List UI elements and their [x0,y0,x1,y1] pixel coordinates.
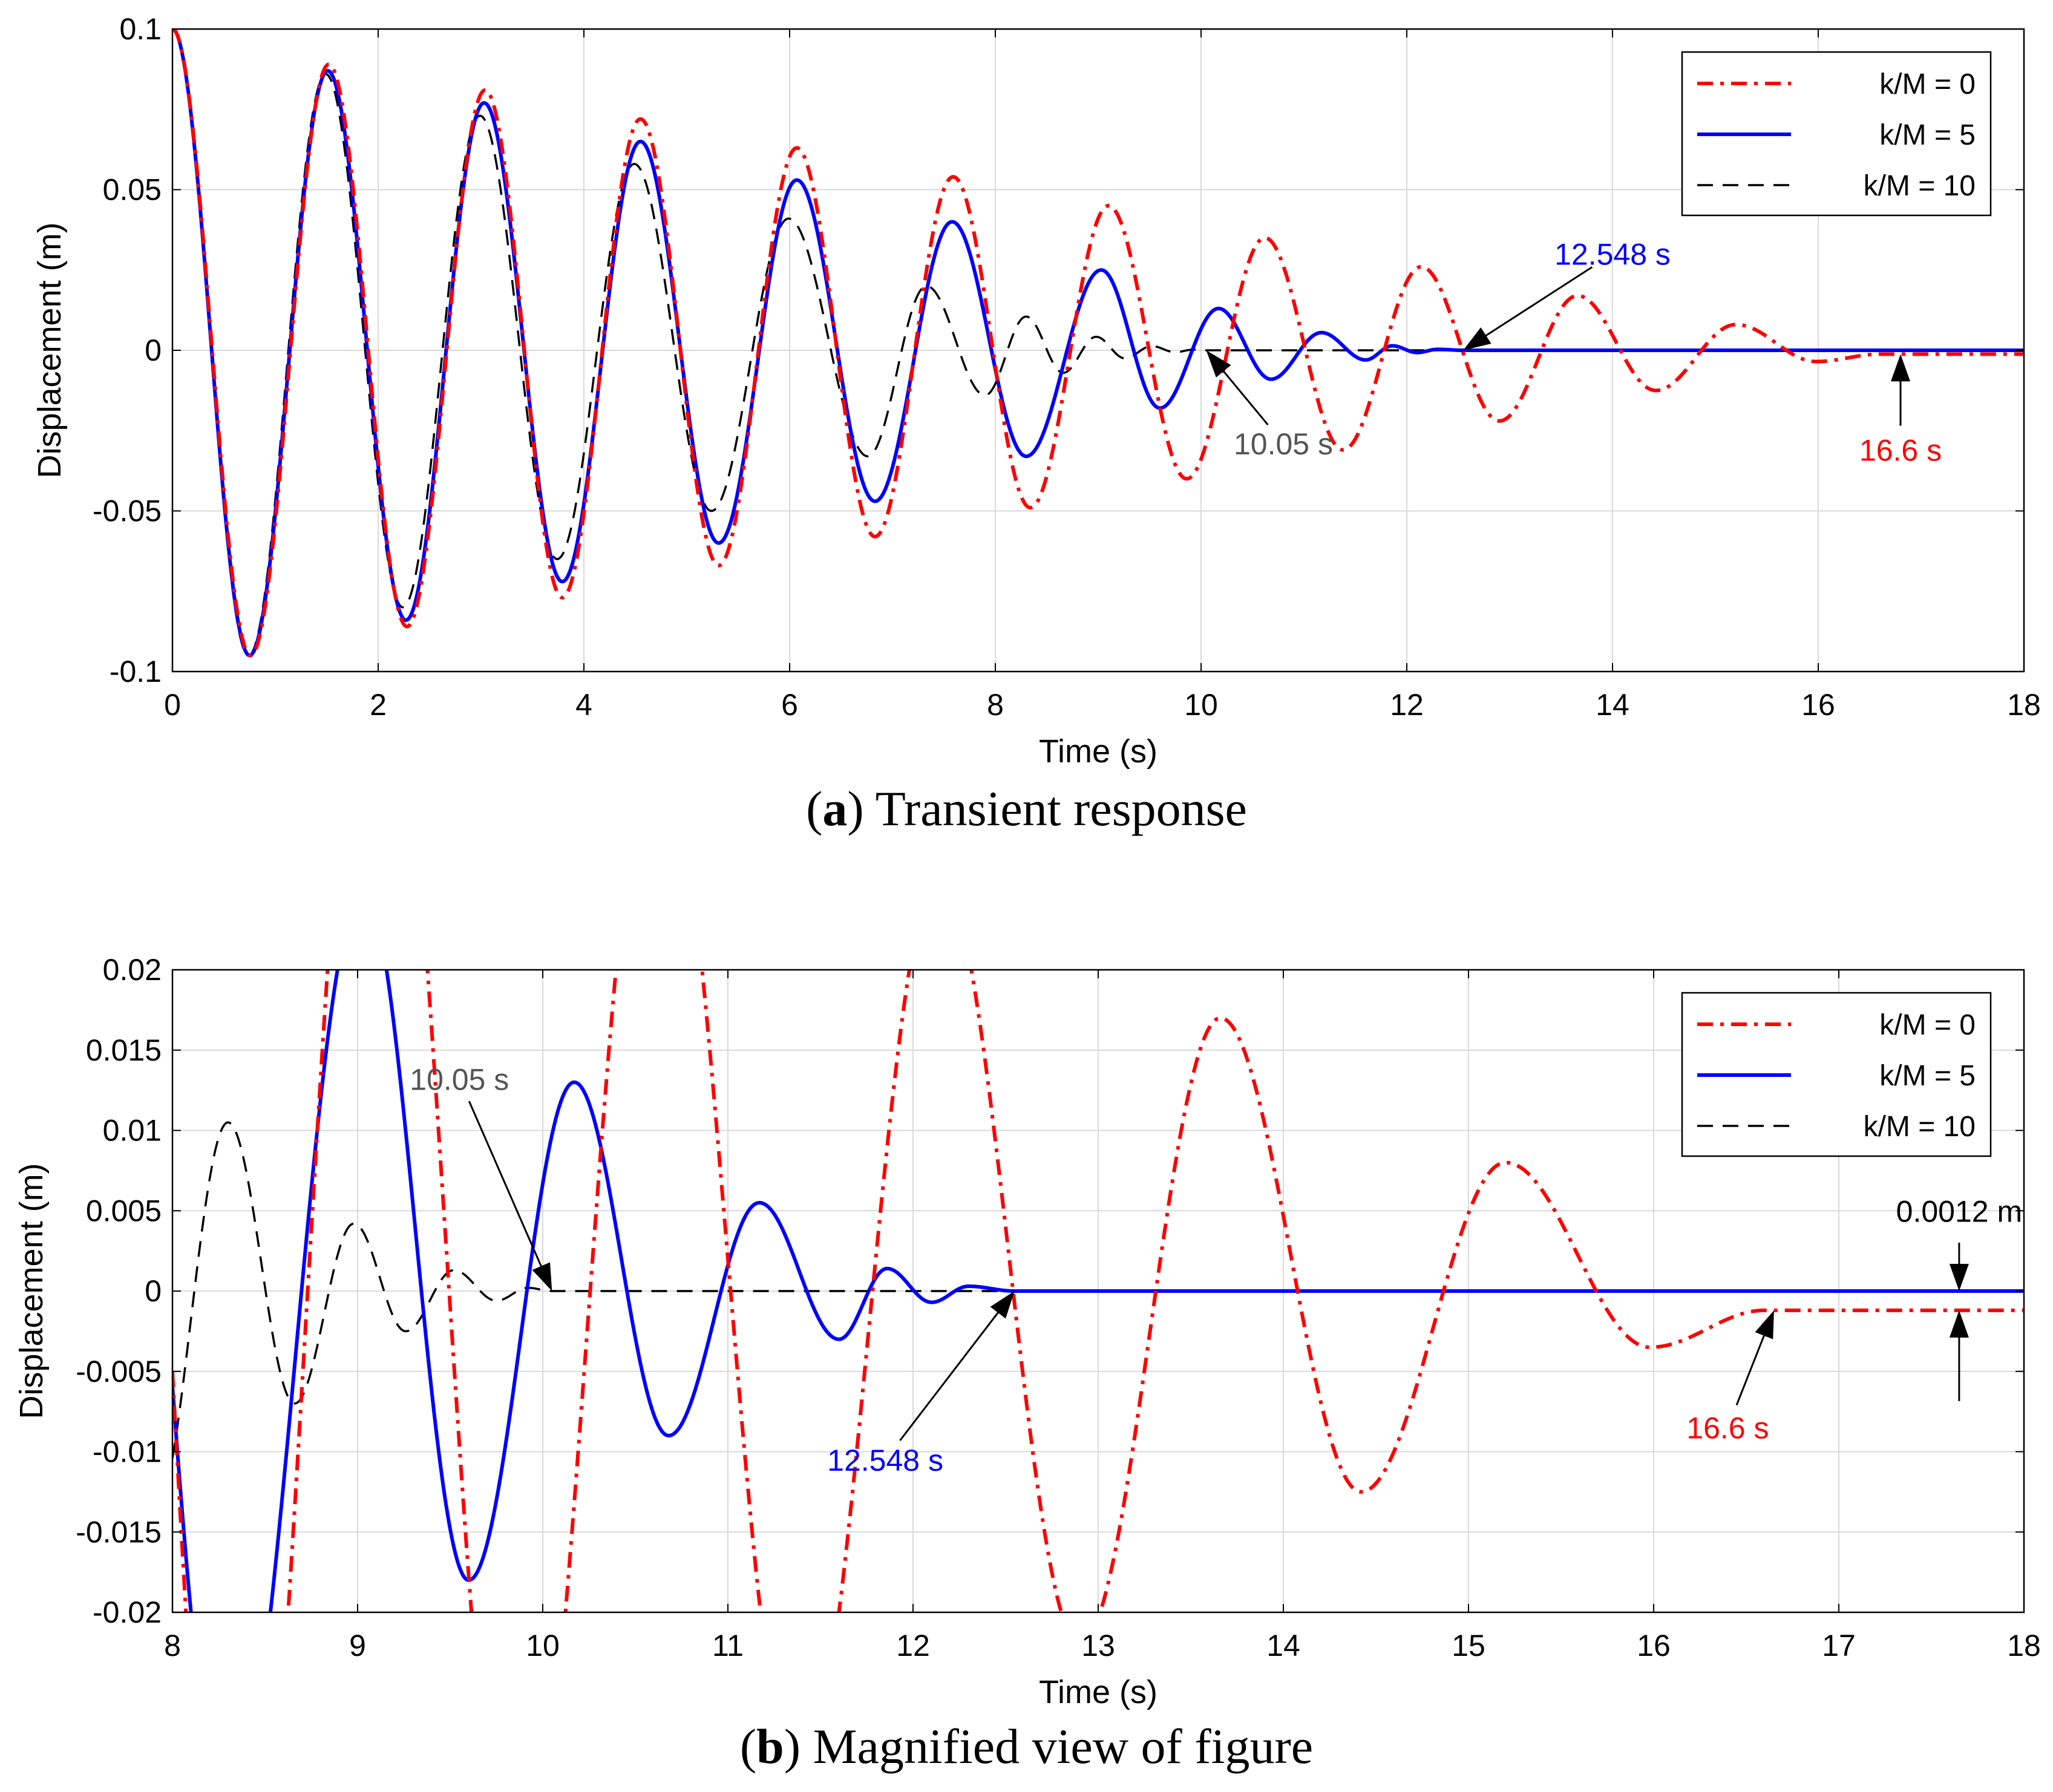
annotation-label: 0.0012 m [1896,1194,2022,1228]
y-tick-label: 0.02 [103,953,162,987]
caption-a: (a) Transient response [806,781,1247,836]
x-tick-label: 14 [1596,688,1629,722]
x-tick-label: 10 [526,1629,560,1663]
annotation-arrow-head [990,1291,1015,1319]
panel-b: 8 9 10 11 12 13 14 15 16 17 18 -0.02 -0.015 -0.01 -0.0… [13,953,2041,1710]
y-tick-label: 0.005 [86,1194,162,1228]
annotation-label: 12.548 s [827,1444,943,1477]
y-tick-label: 0.01 [103,1114,162,1148]
legend: k/M = 0 k/M = 5 k/M = 10 [1681,992,1992,1157]
x-tick-label: 14 [1266,1629,1300,1663]
annotation-label: 12.548 s [1554,238,1671,272]
annotation-label: 16.6 s [1859,434,1942,468]
annotation-arrow-line [1473,266,1593,345]
y-tick-label: 0.05 [103,173,162,207]
x-tick-label: 17 [1822,1629,1856,1663]
x-tick-label: 13 [1081,1629,1115,1663]
y-tick-label: 0 [145,333,162,367]
y-tick-label: 0.1 [119,12,162,46]
legend-label-k-m-5: k/M = 5 [1879,1060,1976,1092]
caption-a-text: Transient response [875,781,1247,836]
series-line-k-m-5 [172,970,2024,1612]
x-tick-label: 2 [370,688,387,722]
annotation-arrow-head [1891,354,1910,382]
series-line-k-m-0 [172,29,2024,658]
x-tick-label: 12 [1390,688,1424,722]
legend-label-k-m-5: k/M = 5 [1879,119,1976,151]
y-axis-label: Displacement (m) [13,1163,50,1419]
legend-label-k-m-0: k/M = 0 [1879,1009,1976,1041]
annotation-label: 16.6 s [1686,1411,1769,1445]
x-tick-label: 18 [2007,688,2041,722]
x-tick-label: 8 [987,688,1004,722]
x-tick-label: 10 [1184,688,1218,722]
annotation-arrow-line [899,1300,1008,1441]
annotation-dim-head-top [1949,1264,1969,1291]
annotation-label: 10.05 s [1234,427,1333,461]
tick-labels: 8 9 10 11 12 13 14 15 16 17 18 -0.02 -0.015 -0.01 -0.0… [76,953,2041,1663]
x-tick-label: 6 [781,688,798,722]
annotation-arrow-line [468,1100,548,1281]
y-axis-label: Displacement (m) [31,222,68,478]
series-group [172,29,2024,658]
annotation-arrow-head [1463,327,1491,350]
y-tick-label: -0.005 [76,1355,162,1388]
panel-a: 0 2 4 6 8 10 12 14 16 18 -0.1 -0.05 0 0.05 0.1 Time (s)… [31,12,2041,770]
annotation-dim-head-bottom [1949,1310,1969,1338]
legend: k/M = 0 k/M = 5 k/M = 10 [1681,51,1992,217]
annotation-arrow-head [1755,1310,1774,1339]
series-group [172,970,2024,1612]
legend-label-k-m-10: k/M = 10 [1864,170,1976,202]
y-tick-label: 0.015 [86,1033,162,1067]
y-tick-label: -0.015 [76,1515,162,1549]
y-tick-label: -0.01 [93,1435,162,1469]
caption-b-letter: b [756,1719,784,1774]
tick-labels: 0 2 4 6 8 10 12 14 16 18 -0.1 -0.05 0 0.05 0.1 [93,12,2041,722]
annotations: 12.548 s 10.05 s 16.6 s [1206,238,1942,468]
y-tick-label: -0.1 [110,655,162,688]
x-tick-label: 12 [896,1629,930,1663]
annotations: 10.05 s 12.548 s 16.6 s 0.0012 m [410,1063,2022,1477]
y-tick-label: -0.02 [93,1595,162,1629]
y-tick-label: -0.05 [93,494,162,528]
x-tick-label: 4 [575,688,592,722]
x-axis-label: Time (s) [1039,1674,1157,1710]
annotation-arrow-head [532,1262,552,1291]
caption-b-text: Magnified view of figure [813,1719,1314,1774]
x-axis-label: Time (s) [1039,733,1157,770]
caption-b: (b) Magnified view of figure [739,1719,1314,1774]
series-line-k-m-5 [172,29,2024,658]
x-tick-label: 0 [164,688,181,722]
x-tick-label: 15 [1452,1629,1485,1663]
annotation-label: 10.05 s [410,1063,509,1097]
y-tick-label: 0 [145,1274,162,1308]
x-tick-label: 16 [1801,688,1835,722]
caption-a-letter: a [822,781,848,836]
x-tick-label: 9 [349,1629,366,1663]
annotation-arrow-head [1206,350,1231,378]
x-tick-label: 11 [712,1629,744,1663]
x-tick-label: 16 [1637,1629,1671,1663]
x-tick-label: 18 [2007,1629,2041,1663]
x-tick-label: 8 [164,1629,181,1663]
legend-label-k-m-0: k/M = 0 [1879,68,1976,100]
legend-label-k-m-10: k/M = 10 [1864,1111,1976,1143]
